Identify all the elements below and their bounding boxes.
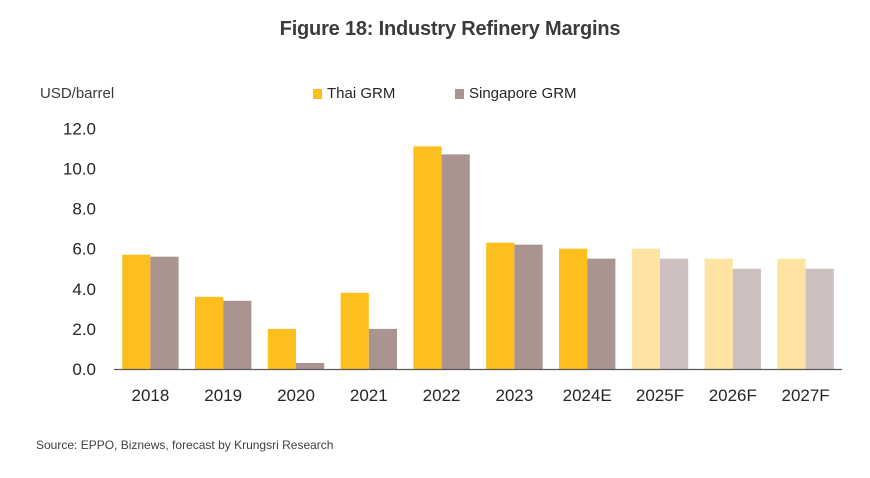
- bar-thai-grm-2025f: [631, 248, 660, 369]
- x-tick-label: 2020: [277, 386, 315, 405]
- x-tick-label: 2026F: [709, 386, 757, 405]
- legend-item-singapore-grm: Singapore GRM: [455, 85, 577, 102]
- y-axis-unit-label: USD/barrel: [40, 85, 115, 102]
- y-tick-label: 10.0: [63, 159, 96, 178]
- y-tick-label: 8.0: [72, 200, 96, 219]
- y-tick-label: 12.0: [63, 119, 96, 138]
- bar-singapore-grm-2026f: [732, 268, 761, 369]
- bar-singapore-grm-2019: [223, 300, 252, 369]
- bar-singapore-grm-2021: [368, 328, 397, 369]
- bar-thai-grm-2027f: [777, 258, 806, 369]
- bar-singapore-grm-2022: [441, 154, 470, 369]
- legend-item-thai-grm: Thai GRM: [313, 85, 395, 102]
- x-tick-label: 2023: [495, 386, 533, 405]
- y-axis-ticks: 0.0 2.0 4.0 6.0 8.0 10.0 12.0: [63, 119, 96, 379]
- bar-singapore-grm-2024e: [587, 258, 616, 369]
- bar-thai-grm-2018: [122, 254, 151, 369]
- bar-thai-grm-2020: [267, 328, 296, 369]
- x-tick-label: 2025F: [636, 386, 684, 405]
- bar-thai-grm-2024e: [559, 248, 588, 369]
- legend-swatch-thai-grm: [313, 88, 322, 99]
- bar-singapore-grm-2025f: [660, 258, 689, 369]
- source-note: Source: EPPO, Biznews, forecast by Krung…: [36, 438, 334, 452]
- bar-thai-grm-2022: [413, 146, 442, 369]
- legend-label-singapore-grm: Singapore GRM: [469, 85, 577, 102]
- x-axis-ticks: 2018 2019 2020 2021 2022 2023 2024E 2025F 2026F 2…: [131, 386, 829, 405]
- x-tick-label: 2021: [350, 386, 388, 405]
- bar-singapore-grm-2020: [296, 362, 325, 369]
- y-tick-label: 0.0: [72, 360, 96, 379]
- bar-singapore-grm-2027f: [805, 268, 834, 369]
- bar-thai-grm-2023: [486, 242, 515, 369]
- bar-thai-grm-2021: [340, 292, 369, 369]
- bar-thai-grm-2019: [195, 296, 224, 369]
- chart-title: Figure 18: Industry Refinery Margins: [279, 18, 621, 40]
- legend-label-thai-grm: Thai GRM: [327, 85, 396, 102]
- y-tick-label: 2.0: [72, 320, 96, 339]
- bar-singapore-grm-2018: [150, 256, 179, 369]
- bar-singapore-grm-2023: [514, 244, 543, 369]
- x-tick-label: 2024E: [563, 386, 612, 405]
- x-tick-label: 2022: [423, 386, 461, 405]
- x-tick-label: 2018: [131, 386, 169, 405]
- y-tick-label: 6.0: [72, 240, 96, 259]
- bars-group: [122, 146, 834, 369]
- x-tick-label: 2019: [204, 386, 242, 405]
- bar-thai-grm-2026f: [704, 258, 733, 369]
- y-tick-label: 4.0: [72, 280, 96, 299]
- x-tick-label: 2027F: [781, 386, 829, 405]
- legend-swatch-singapore-grm: [455, 88, 464, 99]
